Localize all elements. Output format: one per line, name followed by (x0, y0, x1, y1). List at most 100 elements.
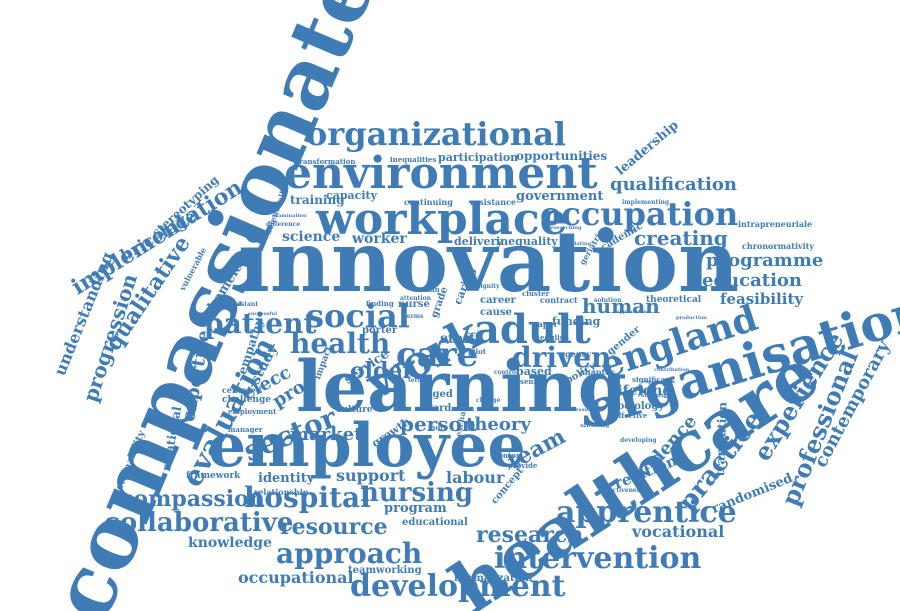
word-inequality: inequality (496, 235, 558, 248)
word-resistance: resistance (470, 197, 517, 207)
word-compassion: compassion (120, 486, 265, 512)
word-knowledge: knowledge (188, 535, 272, 551)
word-implementing: implementing (622, 199, 670, 206)
word-leadership: leadership (613, 117, 682, 179)
word-employment: employment (228, 407, 277, 416)
word-approaches: approaches (616, 309, 649, 315)
word-intrapreneuriale: intrapreneuriale (738, 219, 813, 229)
word-senior: senior (520, 377, 545, 386)
word-theory: theory (466, 414, 531, 435)
word-resource: resource (280, 514, 388, 540)
word-culture: culture (336, 405, 373, 415)
word-person: person (400, 412, 477, 436)
word-transformation: transformation (296, 157, 356, 166)
word-creating: creating (634, 226, 728, 250)
word-framework: framework (186, 471, 241, 481)
word-career: career (480, 295, 516, 306)
word-hospital: hospital (244, 481, 371, 514)
word-teamworking: teamworking (348, 565, 422, 576)
word-centered: centered (222, 385, 262, 395)
word-worker: worker (352, 231, 407, 247)
word-term: term (408, 377, 425, 384)
word-cluster: cluster (522, 289, 550, 298)
word-employee: employee (208, 411, 526, 481)
word-based: based (516, 365, 552, 378)
word-organizational: organizational (306, 115, 567, 153)
word-capacity: capacity (326, 189, 377, 202)
word-relationship: relationship (254, 487, 309, 497)
word-chronormativity: chronormativity (742, 241, 815, 251)
word-health: health (290, 327, 391, 360)
word-challenge: challenge (222, 395, 271, 405)
word-programme: programme (706, 250, 824, 271)
word-chapter: chapter (580, 367, 615, 377)
word-ward: ward (424, 403, 452, 414)
word-change: change (476, 397, 501, 404)
word-cause: cause (480, 307, 512, 318)
word-labour: labour (446, 468, 505, 487)
word-examination: examination (272, 213, 307, 219)
word-funding: funding (552, 315, 601, 328)
word-occupational: occupational (238, 568, 354, 587)
word-occupation: occupation (540, 195, 739, 233)
word-intervention: intervention (494, 541, 702, 576)
word-contrasting: contrasting (638, 393, 671, 399)
word-training: training (290, 193, 345, 207)
word-patient: patient (204, 307, 317, 340)
word-finding: finding (366, 299, 394, 308)
word-human: human (582, 294, 660, 318)
word-pilot: pilot (468, 347, 487, 356)
word-paper: paper (532, 319, 558, 329)
word-assistant: assistant (228, 301, 259, 308)
word-support: support (336, 466, 406, 485)
word-context: context (494, 451, 524, 460)
word-aged: aged (426, 389, 453, 400)
word-workplace: workplace (316, 194, 568, 245)
word-researching: researching (548, 225, 582, 231)
word-solution: solution (594, 297, 622, 304)
word-vocational: vocational (632, 522, 725, 541)
word-research: research (476, 522, 584, 548)
word-measured: measured (570, 407, 598, 413)
word-theoretical: theoretical (646, 295, 702, 305)
word-english: english (540, 333, 569, 342)
word-lifelong: lifelong (612, 383, 673, 399)
word-translating: translating (560, 241, 592, 247)
word-approach: approach (276, 537, 423, 570)
word-more: more (428, 423, 449, 432)
word-program: program (384, 501, 447, 516)
word-translation: translation (713, 401, 730, 477)
word-continuing: continuing (404, 197, 453, 207)
word-difference: difference (266, 221, 301, 228)
word-production: production (676, 315, 707, 321)
word-nursing: nursing (360, 478, 474, 508)
word-contribution: contribution (654, 367, 690, 373)
word-government: government (516, 189, 604, 204)
word-nurse: nurse (398, 299, 430, 310)
word-terms: terms (404, 313, 424, 320)
word-qualification: qualification (610, 174, 737, 195)
word-explanation: explanation (642, 379, 675, 385)
word-empirical: empirical (210, 301, 242, 308)
word-manager: manager (228, 425, 263, 434)
word-significant: significant (632, 375, 674, 384)
word-driven: driven (512, 341, 612, 374)
word-successful: successful (248, 311, 278, 317)
word-opportunities: opportunities (516, 149, 608, 163)
word-sociology: sociology (612, 401, 665, 412)
word-delivery: delivery (454, 235, 503, 248)
word-inequalities: inequalities (390, 155, 437, 164)
word-agency: agency (560, 349, 592, 359)
word-learning: learning (296, 345, 627, 428)
word-marketing: marketing (580, 423, 610, 429)
word-educational: educational (402, 517, 468, 528)
word-innovation: innovation (238, 212, 740, 311)
word-older: older (350, 358, 415, 384)
word-effectiveness: effectiveness (600, 487, 644, 494)
word-control: control (494, 369, 519, 376)
word-development: development (350, 569, 566, 604)
word-environment: environment (284, 148, 598, 199)
word-collaborative: collaborative (104, 508, 294, 538)
word-participation: participation (438, 151, 519, 164)
